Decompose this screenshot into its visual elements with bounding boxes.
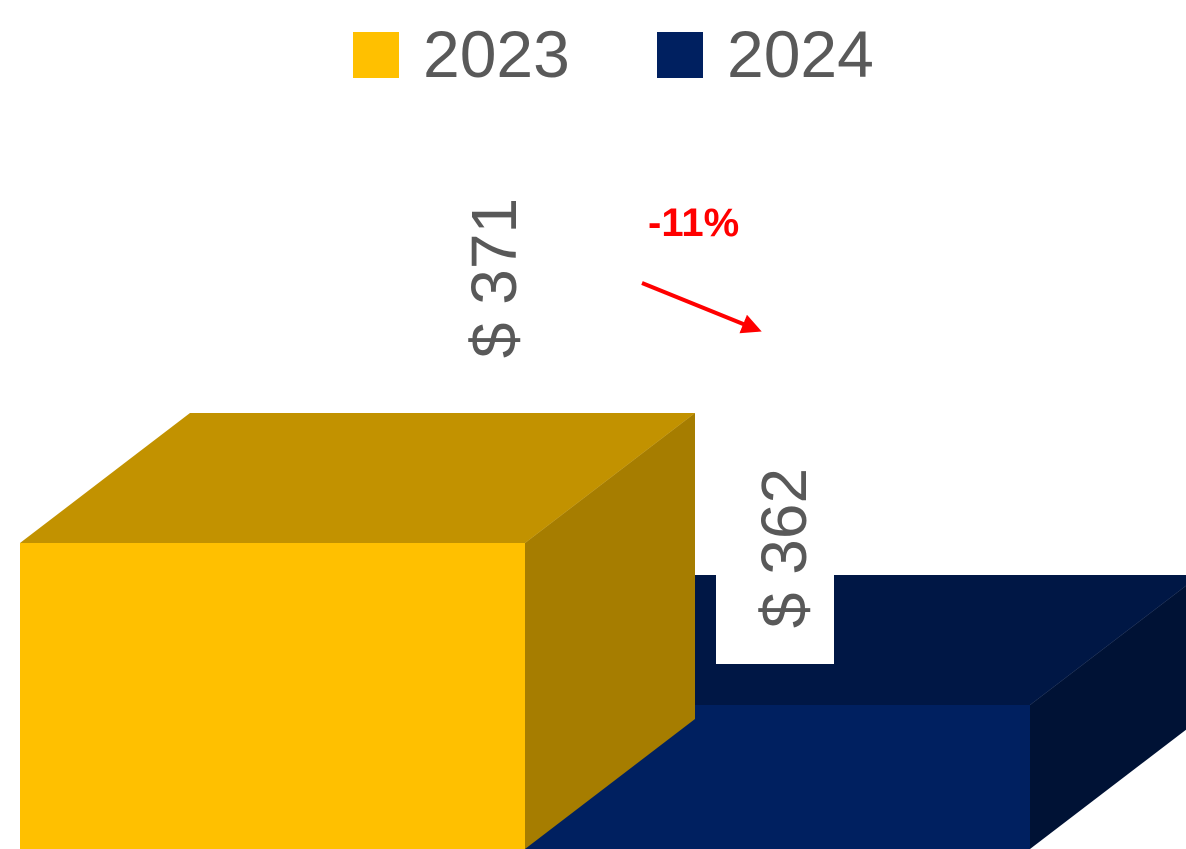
legend-swatch-2023 (353, 32, 399, 78)
data-label-2023: $ 371 (458, 198, 530, 358)
bar-side-2023 (525, 413, 695, 849)
trend-arrow-icon (641, 281, 762, 334)
bar-side-2024 (1030, 585, 1186, 849)
data-label-2024-bg (716, 432, 834, 664)
legend-label-2024: 2024 (727, 17, 874, 91)
data-label-2024-text: $ 362 (748, 468, 820, 628)
change-annotation: -11% (648, 201, 739, 245)
bar-top-2023 (20, 413, 695, 543)
legend-swatch-2024 (657, 32, 703, 78)
bar-front-2023 (20, 543, 525, 849)
legend: 2023 2024 (353, 17, 874, 91)
data-label-2024: $ 362 (716, 432, 834, 664)
legend-label-2023: 2023 (423, 17, 570, 91)
bar-2023 (20, 413, 695, 849)
